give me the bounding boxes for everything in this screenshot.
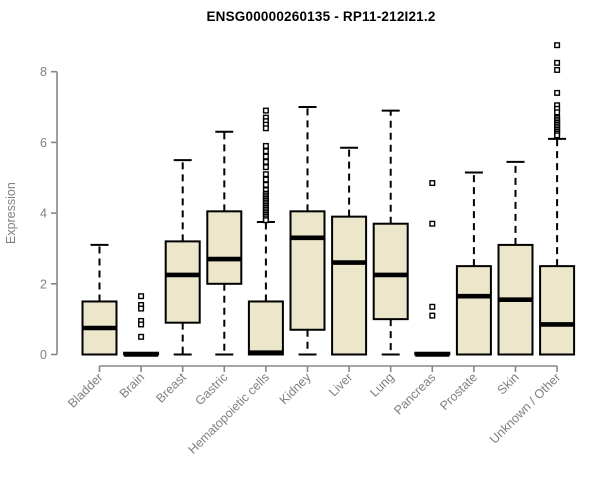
y-tick-label-0: 0 (40, 348, 47, 362)
x-tick-label: Lung (367, 370, 397, 400)
x-tick-label: Bladder (65, 370, 105, 410)
x-tick-label: Gastric (193, 370, 231, 408)
x-tick-label: Kidney (277, 370, 314, 407)
box-hematopoietic-cells (247, 300, 284, 356)
outlier-point (554, 42, 561, 49)
outlier-point (429, 312, 436, 319)
x-tick-label: Unknown / Other (487, 370, 563, 446)
y-tick-label-6: 6 (40, 136, 47, 150)
outlier-point (262, 148, 269, 155)
outlier-point (262, 158, 269, 165)
outlier-point (262, 153, 269, 160)
outlier-point (554, 132, 561, 139)
y-tick-label-2: 2 (40, 277, 47, 291)
outlier-point (262, 164, 269, 171)
outlier-point (138, 293, 145, 300)
box-gastric (206, 210, 243, 285)
outlier-point (554, 59, 561, 66)
outlier-point (429, 220, 436, 227)
outlier-point (262, 142, 269, 149)
x-tick-label: Pancreas (391, 370, 438, 417)
outlier-point (262, 176, 269, 183)
outlier-point (262, 107, 269, 114)
outlier-point (429, 180, 436, 187)
box-breast (164, 240, 201, 324)
outlier-point (429, 303, 436, 310)
box-prostate (455, 265, 492, 356)
box-liver (331, 215, 368, 356)
outlier-point (138, 333, 145, 340)
outlier-point (262, 171, 269, 178)
outlier-point (138, 305, 145, 312)
outlier-point (554, 109, 561, 116)
box-kidney (289, 210, 326, 331)
outlier-point (138, 321, 145, 328)
outlier-point (262, 217, 269, 224)
x-tick-label: Brain (117, 370, 148, 401)
outlier-point (554, 66, 561, 73)
x-tick-label: Skin (495, 370, 522, 397)
outlier-point (554, 89, 561, 96)
x-tick-label: Hematopoietic cells (185, 370, 272, 457)
y-tick-label-8: 8 (40, 65, 47, 79)
y-tick-label-4: 4 (40, 207, 47, 221)
box-unknown-other (539, 265, 576, 356)
box-lung (372, 222, 409, 321)
outlier-point (262, 125, 269, 132)
chart-title: ENSG00000260135 - RP11-212I21.2 (206, 9, 436, 24)
x-tick-label: Prostate (437, 370, 480, 413)
y-axis-label: Expression (4, 182, 18, 244)
outlier-point (262, 181, 269, 188)
x-tick-label: Liver (326, 370, 355, 399)
x-tick-label: Breast (153, 370, 189, 406)
